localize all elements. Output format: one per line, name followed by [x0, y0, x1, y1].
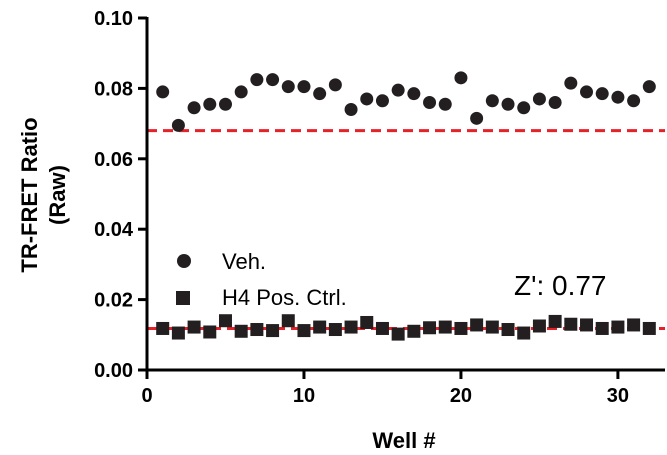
data-series	[156, 71, 656, 341]
data-point-square	[407, 324, 421, 338]
data-point-circle	[203, 97, 217, 111]
data-point-circle	[281, 80, 295, 94]
data-point-circle	[297, 80, 311, 94]
data-point-circle	[454, 71, 468, 85]
data-point-square	[454, 321, 468, 335]
data-point-circle	[532, 92, 546, 106]
data-point-square	[548, 314, 562, 328]
y-tick-label: 0.04	[94, 219, 134, 241]
data-point-circle	[156, 85, 170, 99]
data-point-square	[171, 326, 185, 340]
data-point-square	[642, 321, 656, 335]
data-point-circle	[611, 90, 625, 104]
data-point-square	[564, 317, 578, 331]
data-point-circle	[328, 78, 342, 92]
data-point-square	[423, 321, 437, 335]
data-point-square	[627, 318, 641, 332]
axes	[145, 17, 665, 372]
x-tick-label: 20	[450, 385, 472, 407]
y-tick-label: 0.06	[94, 149, 133, 171]
x-tick-label: 0	[141, 385, 152, 407]
y-axis-title-line2: (Raw)	[45, 165, 70, 225]
y-tick-label: 0.02	[94, 290, 133, 312]
y-axis-ticks: 0.00 0.02 0.04 0.06 0.08 0.10	[94, 8, 147, 382]
data-point-square	[532, 319, 546, 333]
data-point-circle	[344, 103, 358, 117]
data-point-square	[281, 314, 295, 328]
data-point-square	[313, 320, 327, 334]
data-point-square	[156, 321, 170, 335]
x-axis-title: Well #	[372, 428, 435, 453]
data-point-square	[344, 320, 358, 334]
data-point-circle	[171, 118, 185, 132]
legend-marker-h4	[176, 291, 190, 305]
data-point-circle	[250, 73, 264, 87]
data-point-square	[501, 323, 515, 337]
data-point-square	[297, 324, 311, 338]
data-point-circle	[438, 97, 452, 111]
data-point-circle	[642, 80, 656, 94]
data-point-circle	[627, 94, 641, 108]
data-point-circle	[234, 85, 248, 99]
legend-marker-veh	[177, 254, 191, 268]
data-point-circle	[595, 87, 609, 101]
y-tick-label: 0.10	[94, 8, 133, 30]
data-point-square	[187, 320, 201, 334]
y-tick-label: 0.08	[94, 78, 133, 100]
x-tick-label: 10	[293, 385, 315, 407]
data-point-circle	[407, 87, 421, 101]
data-point-circle	[187, 101, 201, 115]
data-point-circle	[564, 76, 578, 90]
y-tick-label: 0.00	[94, 360, 133, 382]
data-point-square	[203, 325, 217, 339]
data-point-square	[391, 327, 405, 341]
data-point-circle	[266, 73, 280, 87]
data-point-square	[517, 326, 531, 340]
data-point-circle	[391, 83, 405, 97]
x-axis-ticks: 0 10 20 30	[141, 370, 629, 407]
data-point-square	[438, 320, 452, 334]
data-point-square	[485, 320, 499, 334]
data-point-circle	[470, 111, 484, 125]
data-point-square	[470, 318, 484, 332]
data-point-circle	[313, 87, 327, 101]
data-point-circle	[360, 92, 374, 106]
data-point-square	[218, 314, 232, 328]
data-point-square	[611, 320, 625, 334]
data-point-square	[234, 324, 248, 338]
data-point-square	[328, 323, 342, 337]
legend-label-h4: H4 Pos. Ctrl.	[222, 285, 347, 310]
y-axis-title-line1: TR-FRET Ratio	[17, 117, 42, 272]
data-point-circle	[485, 94, 499, 108]
data-point-circle	[517, 101, 531, 115]
data-point-circle	[375, 94, 389, 108]
series-veh	[156, 71, 656, 132]
z-prime-annotation: Z': 0.77	[514, 270, 607, 301]
series-h4-pos-ctrl	[156, 314, 656, 341]
x-tick-label: 30	[607, 385, 629, 407]
data-point-square	[595, 321, 609, 335]
data-point-square	[580, 318, 594, 332]
data-point-square	[266, 324, 280, 338]
data-point-circle	[501, 97, 515, 111]
data-point-circle	[548, 95, 562, 109]
legend-label-veh: Veh.	[222, 249, 266, 274]
data-point-square	[360, 315, 374, 329]
data-point-circle	[218, 97, 232, 111]
data-point-circle	[580, 85, 594, 99]
reference-lines	[147, 129, 665, 330]
data-point-circle	[423, 95, 437, 109]
data-point-square	[375, 321, 389, 335]
legend: Veh. H4 Pos. Ctrl.	[176, 249, 347, 310]
data-point-square	[250, 323, 264, 337]
